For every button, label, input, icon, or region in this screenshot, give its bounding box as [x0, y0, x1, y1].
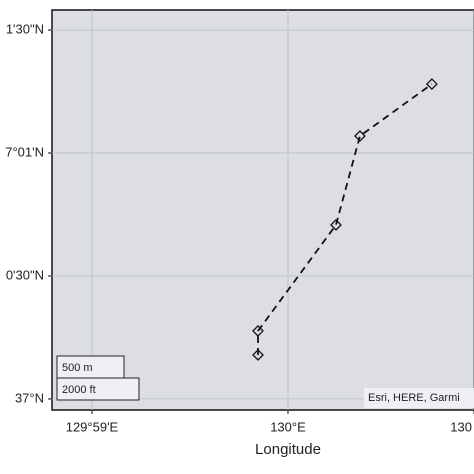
plot-area [51, 9, 474, 411]
x-tick-label: 129°59'E [66, 419, 119, 434]
y-tick-label: 37°N [15, 390, 44, 405]
scale-bar-label: 500 m [62, 362, 93, 374]
attribution-box [364, 388, 474, 408]
y-tick-label: 7°01'N [5, 144, 44, 159]
diamond-marker [252, 324, 264, 337]
diamond-marker [330, 219, 342, 231]
y-tick-label: 1'30"N [6, 22, 44, 37]
x-tick-label: 130 [450, 419, 472, 434]
attribution: Esri, HERE, Garmi [368, 392, 460, 404]
scale-bar-box [56, 377, 140, 401]
scale-bar-label: 2000 ft [62, 384, 96, 396]
diamond-marker [252, 349, 264, 361]
diamond-marker [354, 130, 366, 142]
diamond-marker [425, 78, 438, 90]
data-line [257, 83, 433, 355]
x-tick-label: 130°E [270, 419, 306, 434]
x-axis-label: Longitude [255, 441, 321, 458]
y-tick-label: 0'30"N [6, 267, 44, 282]
